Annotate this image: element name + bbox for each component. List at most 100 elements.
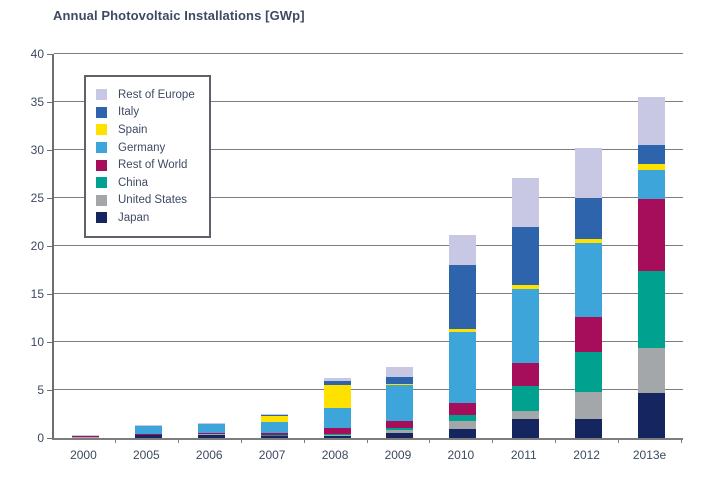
bar-segment-japan (386, 433, 414, 438)
bar-segment-united-states (134, 434, 162, 436)
bar-segment-japan (638, 392, 666, 438)
bar-segment-united-states (386, 430, 414, 434)
x-axis-label: 2009 (384, 448, 412, 462)
x-axis-tick (429, 438, 431, 443)
plot-area: Rest of Europe Italy Spain Germany Rest of W… (52, 53, 683, 440)
bar-segment-china (638, 270, 666, 348)
gridline-35 (54, 101, 683, 102)
y-axis-label: 15 (30, 287, 44, 301)
bar-segment-italy (449, 265, 477, 329)
legend-swatch-icon (96, 142, 107, 154)
y-axis-label: 0 (37, 431, 44, 445)
bar-segment-rest-of-europe (386, 366, 414, 377)
bar-segment-rest-of-europe (260, 414, 288, 415)
legend-swatch-icon (96, 159, 107, 171)
gridline-25 (54, 197, 683, 198)
bar-segment-germany (512, 289, 540, 364)
bar-segment-japan (134, 435, 162, 438)
legend-swatch-icon (96, 124, 107, 136)
y-axis-tick (47, 294, 52, 295)
bar-segment-germany (260, 422, 288, 433)
x-axis-label: 2006 (195, 448, 223, 462)
legend-label: China (118, 176, 149, 189)
bar-segment-japan (575, 418, 603, 438)
legend-label: Spain (118, 123, 148, 136)
x-axis-label: 2007 (258, 448, 286, 462)
x-axis-label: 2000 (70, 448, 97, 462)
gridline-5 (54, 389, 683, 390)
legend-label: Germany (118, 141, 166, 154)
x-axis-label: 2005 (132, 448, 160, 462)
bar-segment-rest-of-world (386, 421, 414, 429)
bar-segment-united-states (449, 420, 477, 429)
x-axis-tick (681, 438, 682, 443)
bar-segment-japan (71, 436, 99, 438)
legend-label: Rest of World (118, 159, 188, 172)
bar-segment-italy (260, 414, 288, 416)
bar-segment-spain (638, 164, 666, 171)
legend-swatch-icon (96, 194, 107, 206)
y-axis-label: 30 (30, 143, 44, 157)
bar-segment-spain (575, 239, 603, 244)
bar-segment-united-states (575, 391, 603, 419)
bar-segment-germany (323, 408, 351, 429)
x-axis-tick (555, 438, 557, 443)
y-axis-label: 25 (30, 191, 44, 205)
bar-segment-germany (449, 332, 477, 404)
bar-segment-italy (323, 380, 351, 385)
bar-segment-germany (638, 170, 666, 199)
legend-swatch-icon (96, 106, 107, 118)
y-axis-label: 5 (37, 383, 44, 397)
x-axis-tick (366, 438, 368, 443)
chart-legend: Rest of Europe Italy Spain Germany Rest of W… (84, 75, 211, 238)
x-axis-label: 2013e (632, 448, 667, 462)
bar-segment-rest-of-world (638, 198, 666, 271)
gridline-40 (54, 53, 683, 54)
bar-segment-germany (197, 423, 225, 434)
bar-segment-italy (638, 145, 666, 165)
bar-segment-rest-of-world (197, 433, 225, 435)
bar-segment-united-states (323, 434, 351, 436)
x-axis-label: 2008 (321, 448, 349, 462)
bar-segment-japan (323, 435, 351, 438)
bar-segment-china (449, 414, 477, 421)
bar-segment-italy (386, 376, 414, 384)
y-axis-tick (47, 390, 52, 391)
bar-segment-china (575, 351, 603, 392)
y-axis-label: 10 (30, 335, 44, 349)
legend-item-germany: Germany (96, 139, 195, 157)
bar-segment-united-states (260, 435, 288, 436)
x-axis-tick (492, 438, 494, 443)
bar-segment-rest-of-world (323, 428, 351, 434)
bar-segment-spain (386, 383, 414, 385)
bar-segment-italy (512, 226, 540, 286)
legend-swatch-icon (96, 89, 107, 101)
y-axis-tick (47, 198, 52, 199)
y-axis-label: 40 (30, 47, 44, 61)
bar-segment-rest-of-europe (575, 148, 603, 198)
legend-label: Rest of Europe (118, 88, 195, 101)
bar-segment-rest-of-world (512, 363, 540, 387)
bar-segment-japan (449, 428, 477, 438)
gridline-30 (54, 149, 683, 150)
x-axis-label: 2012 (573, 448, 600, 462)
bar-segment-japan (512, 418, 540, 438)
y-axis-tick (47, 54, 52, 55)
bar-segment-rest-of-europe (638, 97, 666, 146)
bar-segment-rest-of-europe (512, 177, 540, 227)
bar-segment-spain (512, 285, 540, 290)
legend-item-rest-of-world: Rest of World (96, 156, 195, 174)
gridline-20 (54, 245, 683, 246)
x-axis-tick (618, 438, 620, 443)
x-axis-label: 2010 (447, 448, 475, 462)
y-axis-label: 35 (30, 95, 44, 109)
y-axis-label: 20 (30, 239, 44, 253)
y-axis-tick (47, 102, 52, 103)
legend-item-china: China (96, 174, 195, 192)
bar-segment-spain (449, 328, 477, 333)
legend-label: Japan (118, 211, 150, 224)
bar-segment-china (512, 386, 540, 412)
x-axis-tick (114, 438, 116, 443)
legend-item-italy: Italy (96, 104, 195, 122)
legend-item-japan: Japan (96, 209, 195, 227)
